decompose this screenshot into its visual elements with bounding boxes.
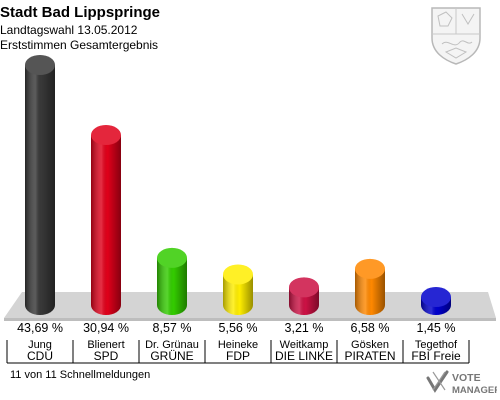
bar-shading [157,257,187,315]
bar-top-highlight [157,247,187,268]
bar-top [289,277,319,298]
value-label: 6,58 % [351,321,390,335]
bar-die-linke [289,277,319,315]
logo-text-manager: MANAGER [452,385,497,396]
coat-of-arms-icon [431,7,481,65]
bar-cdu [25,55,55,315]
bar-top [421,287,451,308]
candidate-label: Dr. Grünau [145,339,199,351]
party-label: SPD [94,349,119,363]
candidate-label: Weitkamp [280,339,329,351]
party-label: CDU [27,349,53,363]
bar-gr-ne [157,247,187,315]
party-label: FBI Freie [411,349,461,363]
candidate-label: Gösken [351,339,389,351]
party-label: PIRATEN [344,349,395,363]
value-label: 43,69 % [17,321,63,335]
bar-fdp [223,264,253,315]
bar-shading [91,135,121,315]
bar-top [355,258,385,279]
bar-top-highlight [25,55,55,75]
value-label: 30,94 % [83,321,129,335]
value-label: 3,21 % [285,321,324,335]
chart-subtitle: Landtagswahl 13.05.2012 [0,23,138,37]
value-label: 8,57 % [153,321,192,335]
candidate-label: Blienert [87,339,124,351]
bar-shading [223,274,253,315]
bar-piraten [355,258,385,315]
bar-top [223,264,253,285]
candidate-label: Tegethof [415,339,458,351]
bar-top-highlight [355,258,385,279]
bar-fbi-freie [421,287,451,315]
votemanager-logo: VOTE MANAGER [426,370,497,396]
bar-top-highlight [91,125,121,146]
party-label: DIE LINKE [275,349,333,363]
bar-shading [355,268,385,315]
bar-shading [25,65,55,315]
party-label: GRÜNE [150,349,193,363]
bar-top [25,55,55,75]
chart-subtitle-2: Erststimmen Gesamtergebnis [0,38,159,52]
candidate-label: Jung [28,339,52,351]
value-label: 1,45 % [417,321,456,335]
bar-top-highlight [421,287,451,308]
chart-floor-edge [4,318,496,321]
reporting-status: 11 von 11 Schnellmeldungen [10,369,151,381]
value-label: 5,56 % [219,321,258,335]
bar-spd [91,125,121,315]
bar-top-highlight [223,264,253,285]
party-label: FDP [226,349,250,363]
logo-text-vote: VOTE [452,372,481,384]
bar-top [91,125,121,146]
bar-top-highlight [289,277,319,298]
chart-title: Stadt Bad Lippspringe [0,4,161,21]
candidate-label: Heineke [218,339,258,351]
bar-top [157,247,187,268]
